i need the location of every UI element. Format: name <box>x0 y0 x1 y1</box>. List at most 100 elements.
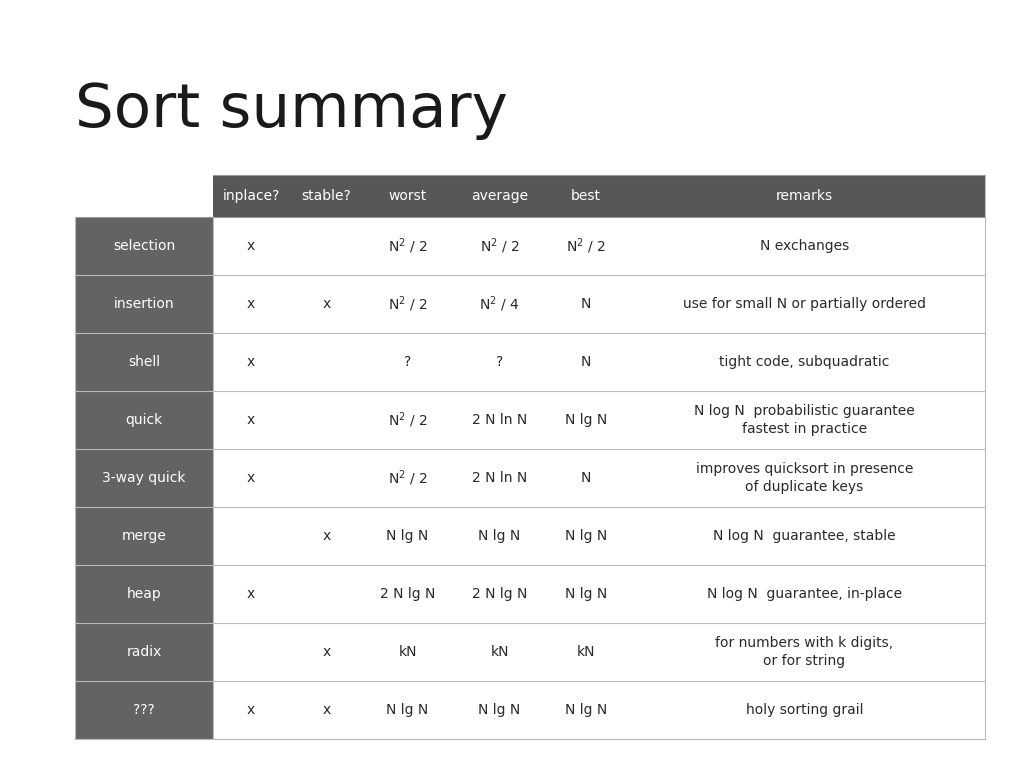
Text: N lg N: N lg N <box>478 703 520 717</box>
Bar <box>289 565 365 623</box>
Bar <box>75 565 213 623</box>
Bar <box>451 681 548 739</box>
Bar <box>548 217 624 275</box>
Text: 2 N ln N: 2 N ln N <box>472 471 527 485</box>
Text: tight code, subquadratic: tight code, subquadratic <box>719 355 890 369</box>
Bar <box>451 275 548 333</box>
Text: N$^2$ / 2: N$^2$ / 2 <box>388 237 428 256</box>
Text: remarks: remarks <box>776 189 833 203</box>
Text: best: best <box>571 189 601 203</box>
Bar <box>365 217 451 275</box>
Bar <box>213 623 289 681</box>
Bar <box>75 623 213 681</box>
Bar <box>451 507 548 565</box>
Text: N lg N: N lg N <box>386 703 429 717</box>
Text: x: x <box>247 239 255 253</box>
Bar <box>451 391 548 449</box>
Bar <box>289 275 365 333</box>
Text: use for small N or partially ordered: use for small N or partially ordered <box>683 297 926 311</box>
Bar <box>624 333 985 391</box>
Text: N lg N: N lg N <box>478 529 520 543</box>
Text: x: x <box>323 703 331 717</box>
Text: x: x <box>247 587 255 601</box>
Bar <box>624 623 985 681</box>
Text: stable?: stable? <box>302 189 351 203</box>
Text: ?: ? <box>496 355 503 369</box>
Bar <box>365 623 451 681</box>
Bar <box>75 217 213 275</box>
Text: x: x <box>247 297 255 311</box>
Text: N lg N: N lg N <box>565 529 607 543</box>
Text: improves quicksort in presence
of duplicate keys: improves quicksort in presence of duplic… <box>695 462 913 494</box>
Bar <box>289 391 365 449</box>
Bar <box>451 333 548 391</box>
Text: x: x <box>323 529 331 543</box>
Bar <box>548 681 624 739</box>
Bar <box>451 449 548 507</box>
Text: inplace?: inplace? <box>222 189 280 203</box>
Bar <box>75 333 213 391</box>
Text: kN: kN <box>490 645 509 659</box>
Bar <box>624 449 985 507</box>
Bar <box>451 217 548 275</box>
Text: N$^2$ / 2: N$^2$ / 2 <box>566 237 606 256</box>
Text: quick: quick <box>126 413 163 427</box>
Bar <box>289 449 365 507</box>
Text: N$^2$ / 2: N$^2$ / 2 <box>388 410 428 430</box>
Text: selection: selection <box>113 239 175 253</box>
Text: radix: radix <box>127 645 162 659</box>
Bar <box>548 275 624 333</box>
Text: N$^2$ / 2: N$^2$ / 2 <box>479 237 519 256</box>
Text: N log N  probabilistic guarantee
fastest in practice: N log N probabilistic guarantee fastest … <box>694 404 914 436</box>
Text: 2 N lg N: 2 N lg N <box>472 587 527 601</box>
Bar <box>624 217 985 275</box>
Text: merge: merge <box>122 529 167 543</box>
Bar <box>213 681 289 739</box>
Bar <box>289 681 365 739</box>
Bar <box>624 565 985 623</box>
Text: N log N  guarantee, in-place: N log N guarantee, in-place <box>707 587 902 601</box>
Bar <box>75 681 213 739</box>
Text: 2 N lg N: 2 N lg N <box>380 587 435 601</box>
Bar <box>213 275 289 333</box>
Text: insertion: insertion <box>114 297 174 311</box>
Text: x: x <box>247 471 255 485</box>
Bar <box>213 175 985 217</box>
Text: shell: shell <box>128 355 160 369</box>
Bar <box>75 391 213 449</box>
Bar <box>289 333 365 391</box>
Bar <box>75 275 213 333</box>
Text: N exchanges: N exchanges <box>760 239 849 253</box>
Bar <box>213 507 289 565</box>
Bar <box>624 275 985 333</box>
Bar <box>365 275 451 333</box>
Text: N: N <box>581 355 591 369</box>
Bar <box>75 449 213 507</box>
Bar <box>213 565 289 623</box>
Bar <box>624 507 985 565</box>
Bar <box>365 449 451 507</box>
Bar <box>213 217 289 275</box>
Text: N log N  guarantee, stable: N log N guarantee, stable <box>713 529 896 543</box>
Bar <box>451 565 548 623</box>
Bar <box>289 623 365 681</box>
Text: N lg N: N lg N <box>565 703 607 717</box>
Text: N: N <box>581 297 591 311</box>
Bar <box>365 565 451 623</box>
Text: 3-way quick: 3-way quick <box>102 471 186 485</box>
Text: x: x <box>323 645 331 659</box>
Text: kN: kN <box>577 645 595 659</box>
Text: N lg N: N lg N <box>565 587 607 601</box>
Text: 2 N ln N: 2 N ln N <box>472 413 527 427</box>
Text: heap: heap <box>127 587 162 601</box>
Bar <box>548 333 624 391</box>
Text: holy sorting grail: holy sorting grail <box>745 703 863 717</box>
Text: x: x <box>247 355 255 369</box>
Bar <box>548 623 624 681</box>
Text: ?: ? <box>404 355 412 369</box>
Bar <box>548 391 624 449</box>
Bar <box>548 449 624 507</box>
Bar <box>548 565 624 623</box>
Text: worst: worst <box>388 189 427 203</box>
Text: kN: kN <box>398 645 417 659</box>
